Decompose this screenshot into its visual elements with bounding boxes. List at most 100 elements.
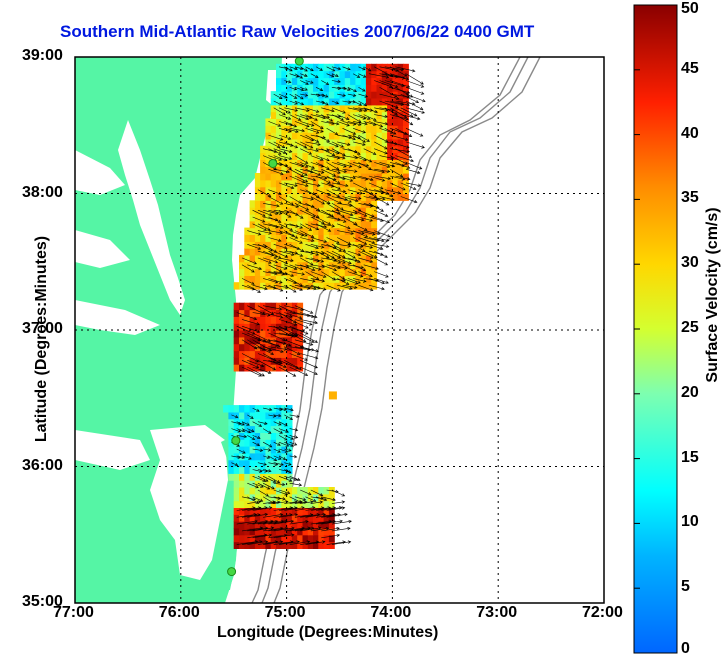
velocity-cell [360, 145, 367, 154]
velocity-arrow [405, 107, 426, 114]
velocity-arrow [326, 284, 341, 292]
velocity-cell [318, 193, 325, 201]
velocity-cell [355, 152, 362, 160]
velocity-cell [360, 214, 367, 222]
velocity-cell [323, 521, 330, 529]
velocity-arrow [315, 216, 332, 225]
velocity-arrow [321, 519, 343, 525]
velocity-cell [360, 152, 367, 160]
velocity-arrow [278, 196, 294, 206]
velocity-arrow [342, 250, 356, 259]
velocity-cell [339, 207, 346, 215]
velocity-arrow [358, 244, 374, 249]
radar-stations [227, 56, 304, 577]
velocity-arrow [315, 66, 323, 71]
velocity-cell [286, 323, 293, 331]
velocity-arrow [268, 455, 278, 462]
velocity-cell [344, 261, 351, 270]
velocity-cell [307, 241, 314, 249]
velocity-arrow [263, 257, 279, 264]
velocity-cell [244, 521, 251, 529]
velocity-cell [297, 173, 304, 181]
velocity-cell [260, 330, 266, 338]
velocity-cell [323, 132, 330, 140]
velocity-cell [291, 104, 298, 113]
velocity-cell [328, 227, 335, 235]
velocity-arrow [268, 209, 283, 215]
velocity-cell [297, 493, 304, 502]
velocity-cell [323, 84, 330, 92]
velocity-cell [397, 63, 404, 72]
velocity-arrow [300, 264, 316, 272]
velocity-cell [239, 364, 245, 372]
velocity-cell [302, 487, 309, 495]
velocity-arrow [305, 496, 317, 502]
velocity-cell [297, 207, 304, 215]
velocity-cell [302, 91, 309, 99]
velocity-cell [265, 254, 272, 263]
radar-station-marker [268, 158, 278, 168]
velocity-cell [307, 521, 314, 529]
velocity-arrow [384, 128, 397, 135]
velocity-cell [381, 98, 388, 106]
velocity-arrow [252, 284, 268, 291]
velocity-arrow [300, 360, 318, 369]
velocity-cell [297, 527, 304, 536]
velocity-arrow [289, 278, 303, 287]
velocity-cell [291, 173, 298, 181]
velocity-cell [260, 275, 266, 283]
velocity-arrow [358, 155, 373, 163]
velocity-arrow [294, 203, 310, 211]
velocity-cell [302, 214, 309, 222]
velocity-cell [371, 200, 378, 208]
velocity-arrow [278, 455, 287, 460]
velocity-arrow [247, 496, 260, 504]
velocity-arrow [331, 540, 352, 545]
velocity-cell [328, 268, 335, 276]
velocity-cell [328, 159, 335, 167]
velocity-cell [276, 507, 282, 515]
velocity-arrow [315, 496, 328, 502]
velocity-cell [265, 507, 272, 515]
velocity-cell [297, 193, 304, 201]
velocity-cell [244, 439, 251, 447]
velocity-cell [286, 446, 293, 454]
velocity-arrow [363, 230, 381, 236]
velocity-cell [260, 500, 266, 508]
velocity-arrow [241, 360, 260, 369]
velocity-cell [323, 207, 330, 215]
velocity-cell [249, 521, 256, 529]
velocity-cell [371, 63, 378, 72]
velocity-cell [244, 507, 251, 515]
velocity-cell [376, 193, 383, 201]
velocity-cell [307, 159, 314, 167]
velocity-cell [291, 323, 298, 331]
velocity-cell [286, 104, 293, 113]
velocity-cell [313, 84, 319, 92]
velocity-cell [334, 70, 341, 79]
velocity-cell [371, 282, 378, 290]
velocity-arrow [305, 107, 320, 113]
velocity-cell [355, 125, 362, 133]
velocity-cell [281, 193, 288, 201]
velocity-arrow [289, 168, 305, 177]
velocity-cell [239, 452, 245, 461]
velocity-cell [297, 241, 304, 249]
velocity-arrow [284, 128, 299, 133]
velocity-cell [334, 207, 341, 215]
velocity-cell [276, 118, 282, 126]
velocity-cell [249, 432, 256, 440]
velocity-cell [313, 159, 319, 167]
velocity-arrow [315, 250, 330, 259]
velocity-arrow [252, 533, 273, 539]
velocity-arrow [400, 93, 420, 103]
velocity-cell [281, 439, 288, 447]
velocity-cell [371, 241, 378, 249]
colorbar-tick-label: 45 [681, 59, 699, 77]
velocity-arrow [374, 168, 391, 173]
velocity-cell [302, 500, 309, 508]
velocity-cell [265, 220, 272, 229]
velocity-arrow [353, 114, 367, 120]
velocity-cell [249, 261, 256, 270]
velocity-arrow [278, 148, 293, 153]
